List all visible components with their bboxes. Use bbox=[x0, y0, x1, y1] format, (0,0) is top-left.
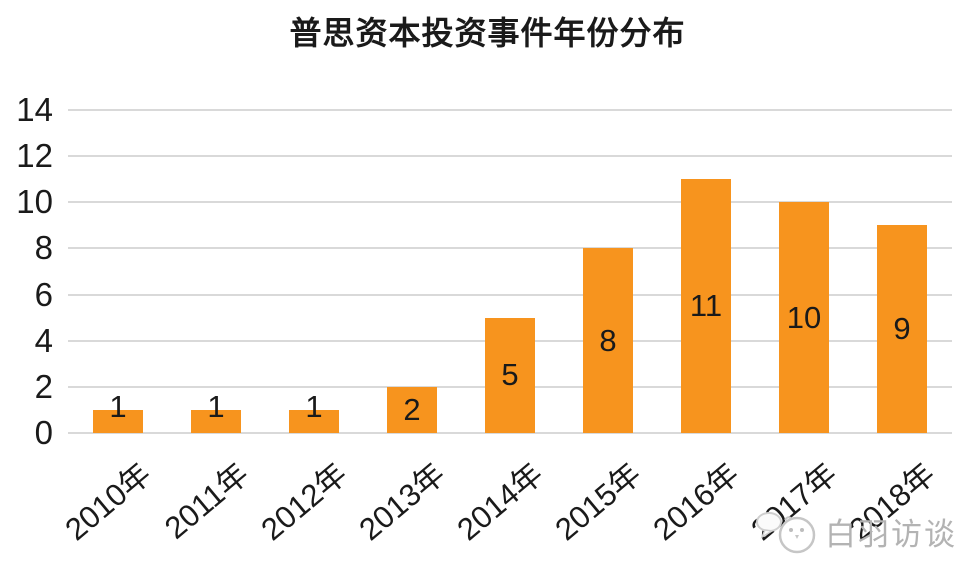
gridline-y8 bbox=[68, 247, 952, 250]
gridline-y0 bbox=[68, 432, 952, 434]
gridline-y10 bbox=[68, 201, 952, 204]
y-axis-tick-label: 8 bbox=[34, 229, 53, 267]
y-axis-tick-label: 12 bbox=[16, 137, 53, 175]
watermark: 白羽访谈 bbox=[755, 504, 957, 558]
y-axis-tick-label: 10 bbox=[16, 183, 53, 221]
bar-2012年 bbox=[289, 409, 339, 433]
y-axis-tick-label: 14 bbox=[16, 91, 53, 129]
bar-2013年 bbox=[387, 386, 437, 433]
bar-value-label: 1 bbox=[109, 388, 127, 424]
bar-value-label: 1 bbox=[207, 388, 225, 424]
bar-2017年 bbox=[779, 202, 829, 433]
bar-value-label: 9 bbox=[893, 311, 911, 347]
watermark-text: 白羽访谈 bbox=[825, 516, 957, 552]
bar-value-label: 5 bbox=[501, 357, 519, 393]
bar-2016年 bbox=[681, 179, 731, 433]
bar-value-label: 2 bbox=[403, 391, 421, 427]
bar-2014年 bbox=[485, 317, 535, 433]
bar-value-label: 10 bbox=[786, 299, 822, 335]
bar-2011年 bbox=[191, 409, 241, 433]
bar-2010年 bbox=[93, 409, 143, 433]
gridline-y12 bbox=[68, 155, 952, 158]
chick-mascot-icon bbox=[756, 512, 816, 554]
chart-title: 普思资本投资事件年份分布 bbox=[289, 15, 686, 51]
bar-value-label: 8 bbox=[599, 322, 617, 358]
y-axis-tick-label: 4 bbox=[34, 321, 53, 359]
bar-2015年 bbox=[583, 248, 633, 433]
y-axis-tick-label: 0 bbox=[34, 414, 53, 451]
gridline-y14 bbox=[68, 109, 952, 112]
y-axis-tick-label: 2 bbox=[34, 367, 53, 405]
bar-value-label: 11 bbox=[689, 288, 723, 324]
bar-2018年 bbox=[877, 225, 927, 433]
gridline-y6 bbox=[68, 293, 952, 296]
bar-value-label: 1 bbox=[305, 388, 323, 424]
y-axis-tick-label: 6 bbox=[34, 275, 53, 313]
